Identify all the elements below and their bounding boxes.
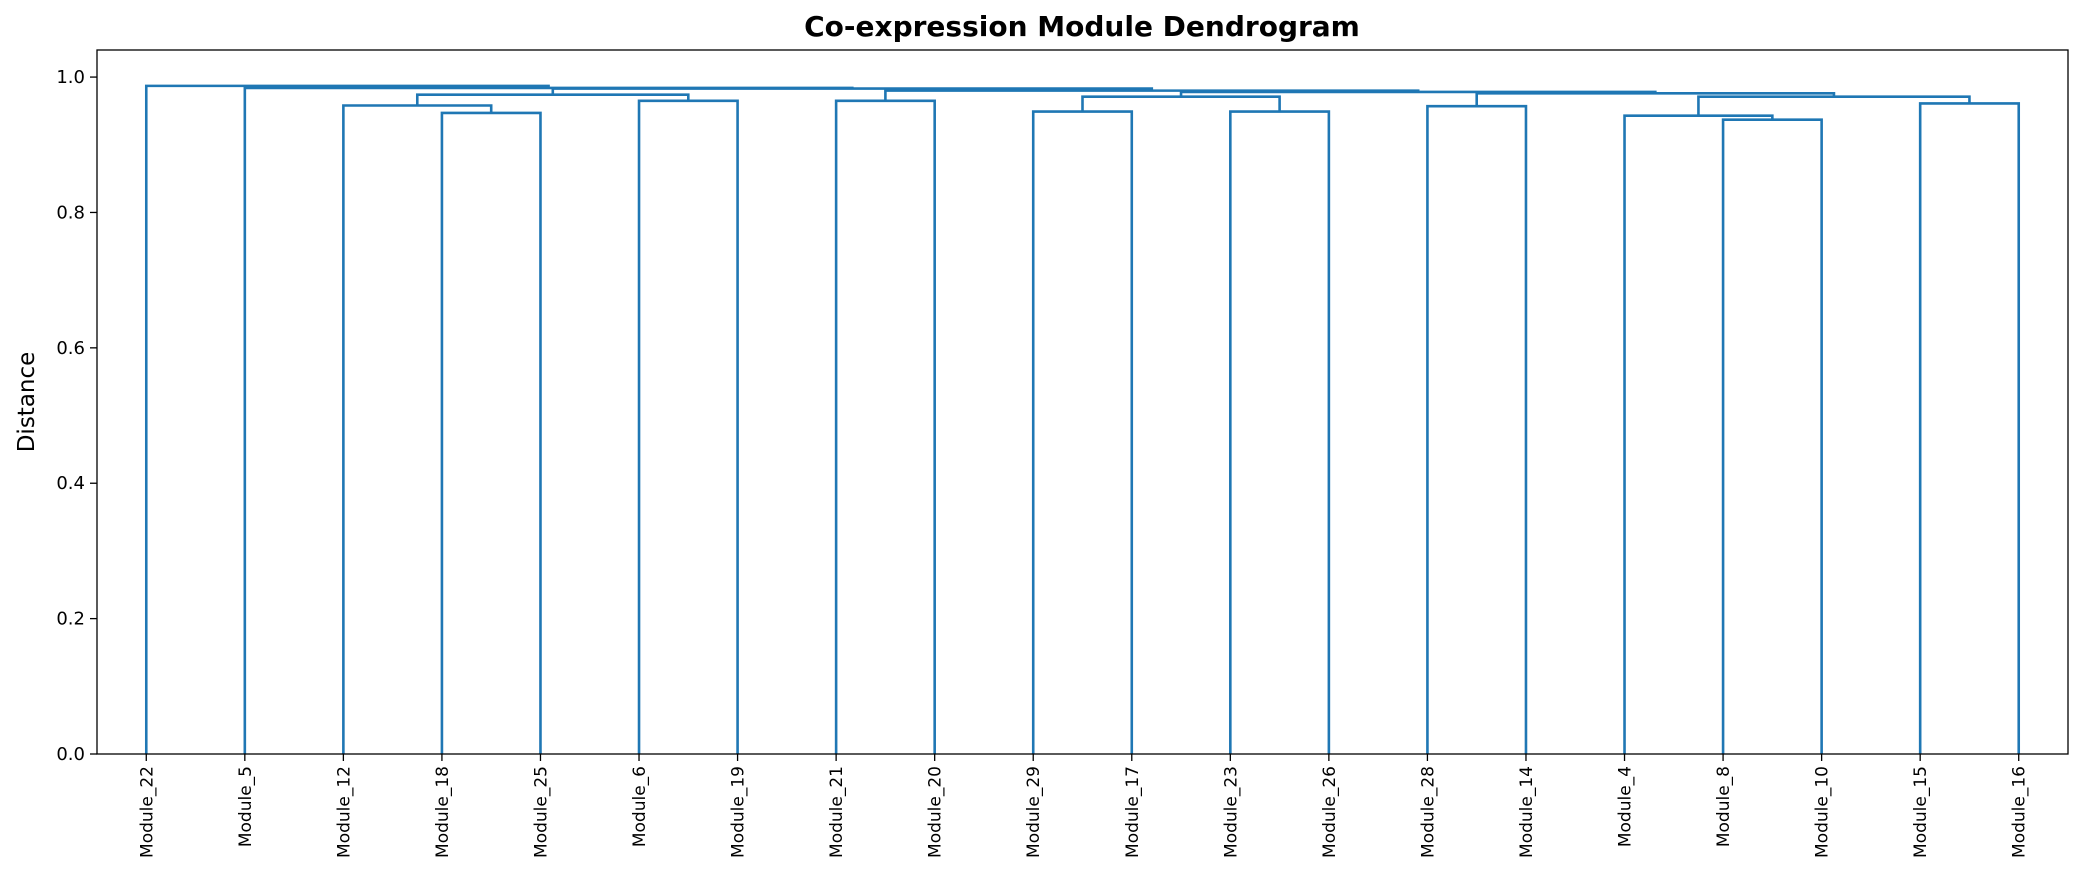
dendrogram-link: [1721, 118, 1823, 754]
dendrogram-link: [1697, 95, 1971, 116]
leaf-label: Module_18: [433, 766, 453, 858]
leaf-label: Module_29: [1024, 766, 1044, 858]
dendrogram-link: [243, 86, 854, 754]
dendrogram-link: [1081, 95, 1281, 112]
leaf-label: Module_16: [2010, 766, 2030, 858]
dendrogram-link: [440, 111, 542, 754]
leaf-label: Module_5: [236, 766, 256, 847]
dendrogram-link: [834, 99, 936, 754]
y-tick-label: 1.0: [56, 67, 85, 88]
y-axis-label: Distance: [14, 352, 40, 453]
plot-frame: [96, 49, 2069, 755]
leaf-label: Module_10: [1813, 766, 1833, 858]
dendrogram-link: [1918, 102, 2021, 754]
leaf-label: Module_4: [1616, 766, 1636, 847]
leaf-label: Module_17: [1123, 766, 1143, 858]
leaf-label: Module_25: [531, 766, 551, 858]
dendrogram-link: [637, 99, 739, 754]
y-tick-label: 0.2: [56, 609, 85, 630]
leaf-label: Module_19: [729, 766, 749, 858]
leaf-label: Module_26: [1320, 766, 1340, 858]
chart-title: Co-expression Module Dendrogram: [804, 10, 1360, 43]
y-axis-ticks: 0.0 0.2 0.4 0.6 0.8 1.0: [56, 67, 97, 765]
dendrogram-link: [1031, 110, 1134, 754]
y-tick-label: 0.0: [56, 744, 85, 765]
dendrogram-link: [342, 104, 493, 754]
dendrogram-link: [1426, 104, 1528, 754]
dendrogram-link: [1475, 92, 1836, 107]
leaf-label: Module_12: [334, 766, 354, 858]
y-tick-label: 0.8: [56, 202, 85, 223]
leaf-label: Module_15: [1911, 766, 1931, 858]
y-tick-label: 0.4: [56, 473, 85, 494]
dendrogram-links: [144, 84, 2021, 754]
leaf-label: Module_22: [137, 766, 157, 858]
dendrogram-link: [1623, 114, 1774, 754]
dendrogram-link: [144, 84, 550, 754]
leaf-label: Module_28: [1418, 766, 1438, 858]
leaf-label: Module_8: [1714, 766, 1734, 847]
leaf-label: Module_20: [926, 766, 946, 858]
leaf-label: Module_14: [1517, 766, 1537, 858]
leaf-label: Module_23: [1221, 766, 1241, 858]
leaf-label: Module_21: [827, 766, 847, 858]
x-axis-ticks: Module_22 Module_5 Module_12 Module_18 Modul…: [137, 754, 2030, 858]
dendrogram-link: [1229, 110, 1331, 754]
dendrogram-link: [884, 89, 1420, 101]
y-tick-label: 0.6: [56, 338, 85, 359]
leaf-label: Module_6: [630, 766, 650, 847]
